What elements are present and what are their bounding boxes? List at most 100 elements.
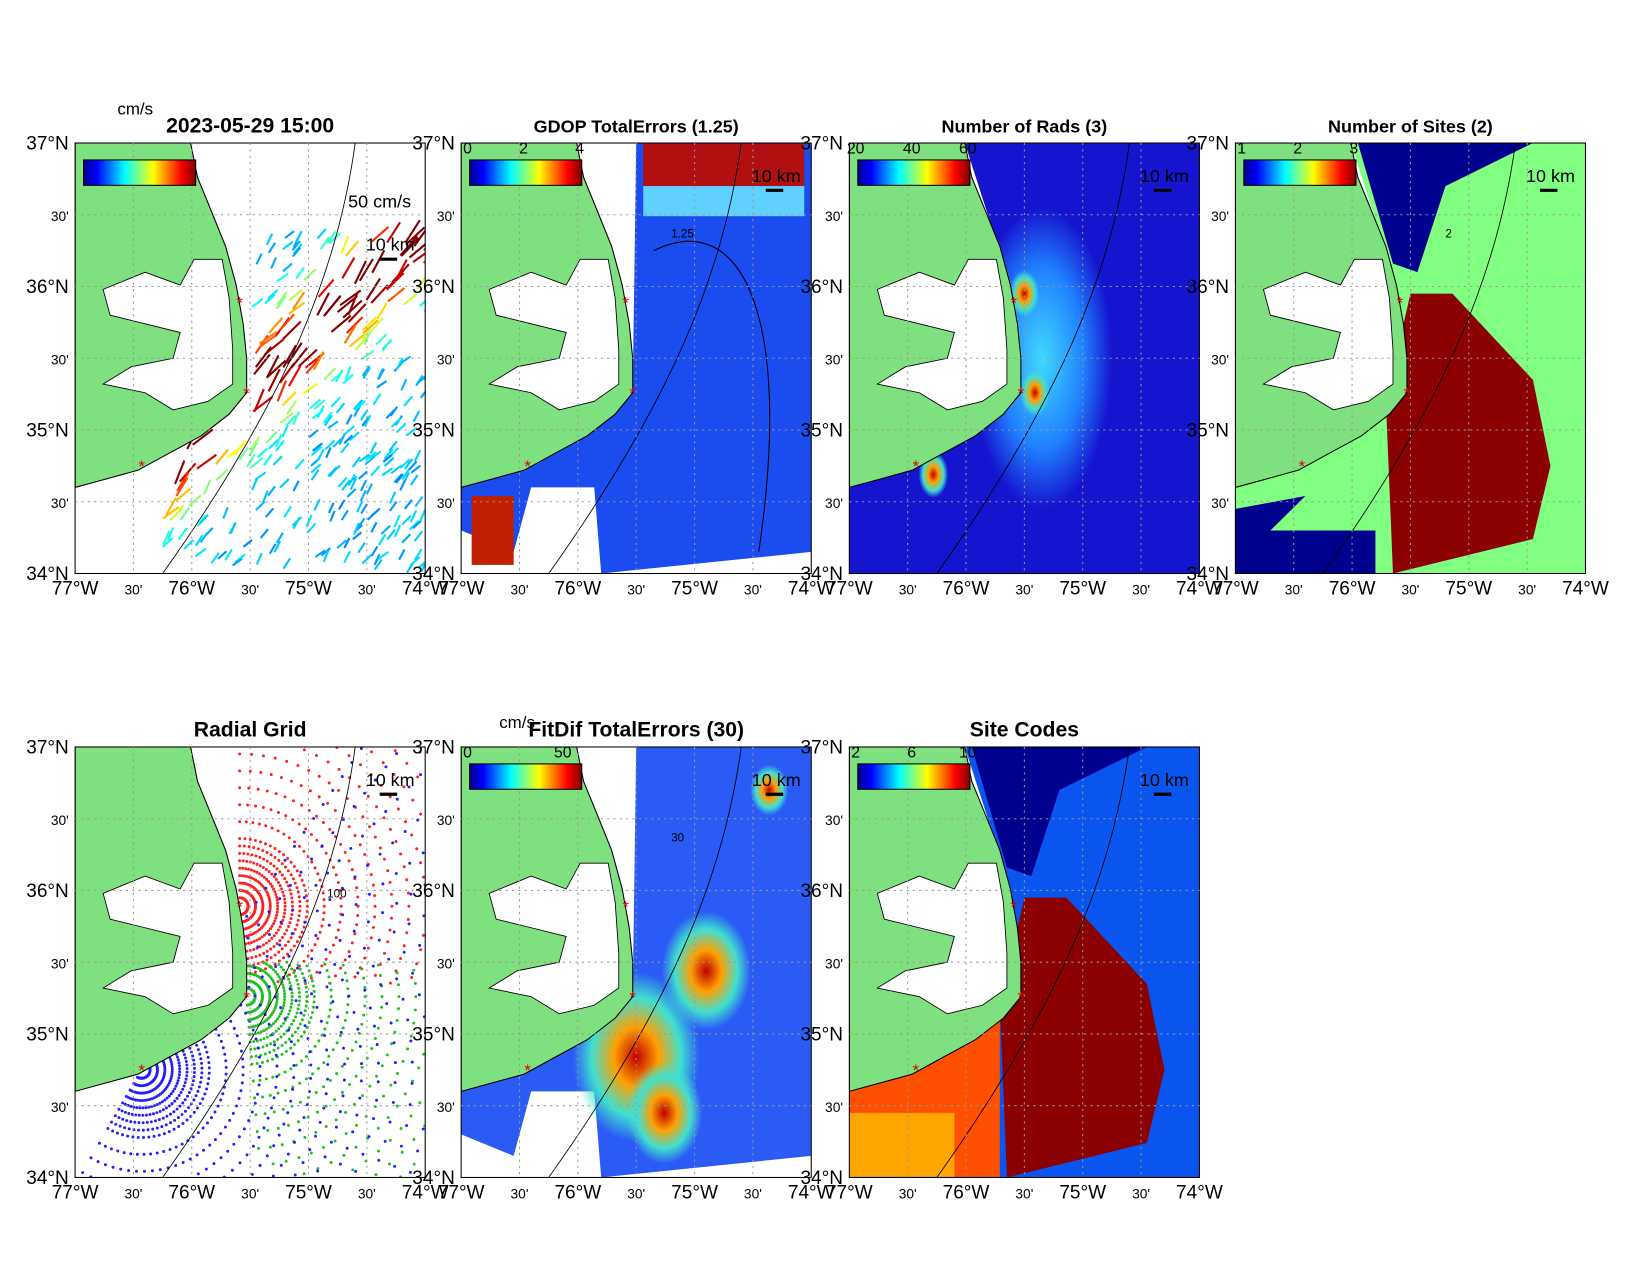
current-vector	[316, 448, 325, 461]
grid-dot	[192, 1098, 196, 1102]
grid-dot	[297, 1003, 301, 1007]
grid-dot	[354, 1145, 358, 1149]
grid-dot	[304, 1004, 308, 1008]
grid-dot	[175, 1107, 179, 1111]
y-tick-label: 30'	[437, 496, 455, 511]
grid-dot	[196, 1048, 200, 1052]
grid-dot	[276, 901, 280, 905]
grid-dot	[291, 1034, 294, 1038]
grid-dot	[289, 1099, 293, 1103]
grid-dot	[369, 873, 373, 877]
grid-dot	[165, 1114, 169, 1118]
grid-dot	[290, 1002, 294, 1006]
grid-dot	[318, 1120, 322, 1124]
grid-dot	[245, 874, 249, 878]
grid-dot	[375, 805, 379, 809]
grid-dot	[279, 1024, 283, 1028]
grid-dot	[277, 1133, 281, 1137]
grid-dot	[287, 977, 291, 981]
grid-dot	[129, 1152, 133, 1156]
grid-dot	[305, 910, 309, 914]
grid-dot	[184, 1056, 188, 1060]
current-vector	[311, 446, 323, 457]
grid-dot	[286, 952, 289, 956]
grid-dot	[320, 844, 324, 848]
grid-dot	[254, 854, 258, 858]
grid-dot	[207, 1066, 211, 1070]
grid-dot	[153, 1119, 157, 1123]
site-marker: *	[913, 1061, 920, 1080]
x-tick-label: 30'	[124, 1187, 142, 1202]
current-vector	[390, 417, 402, 428]
grid-dot	[200, 1061, 204, 1065]
grid-dot	[297, 999, 301, 1003]
grid-dot	[188, 1157, 192, 1161]
scale-bar-label: 10 km	[366, 235, 415, 255]
grid-dot	[305, 964, 309, 968]
current-vector	[413, 449, 422, 462]
colorbar-tick-label: 50	[554, 745, 572, 762]
x-tick-label: 30'	[124, 583, 142, 598]
grid-dot	[325, 1048, 329, 1052]
grid-dot	[338, 1110, 342, 1114]
grid-dot	[371, 964, 375, 968]
grid-dot	[258, 1003, 262, 1007]
grid-dot	[399, 957, 403, 961]
x-tick-label: 30'	[744, 583, 762, 598]
site-marker: *	[1018, 988, 1025, 1007]
grid-dot	[200, 1071, 204, 1075]
grid-dot	[380, 1005, 384, 1009]
grid-dot	[302, 830, 306, 834]
grid-dot	[296, 764, 300, 768]
grid-dot	[256, 945, 260, 949]
grid-dot	[422, 1015, 426, 1019]
grid-dot	[137, 1113, 141, 1117]
grid-dot	[169, 1112, 172, 1116]
current-vector	[328, 232, 341, 245]
grid-dot	[410, 1060, 414, 1064]
grid-dot	[241, 866, 245, 870]
grid-dot	[103, 1163, 107, 1167]
map-area: ***	[849, 143, 1200, 574]
grid-dot	[402, 944, 406, 948]
grid-dot	[160, 1100, 164, 1104]
grid-dot	[389, 916, 393, 920]
grid-dot	[388, 827, 392, 831]
grid-dot	[363, 1004, 367, 1008]
grid-dot	[272, 1022, 276, 1026]
y-tick-label: 30'	[51, 957, 69, 972]
grid-dot	[280, 887, 284, 891]
grid-dot	[312, 989, 316, 993]
current-vector	[264, 507, 275, 518]
x-tick-label: 77°W	[438, 1183, 485, 1204]
grid-dot	[334, 1118, 338, 1122]
x-tick-label: 76°W	[554, 579, 601, 600]
grid-dot	[275, 910, 279, 914]
y-tick-label: 30'	[825, 813, 843, 828]
grid-dot	[250, 1172, 254, 1176]
grid-dot	[254, 1037, 258, 1041]
grid-dot	[395, 752, 399, 756]
current-vector	[311, 409, 324, 420]
current-vector	[326, 230, 337, 244]
current-vector	[323, 294, 342, 317]
grid-dot	[251, 1028, 255, 1032]
grid-dot	[244, 1011, 248, 1015]
grid-dot	[281, 918, 285, 922]
grid-dot	[229, 1019, 233, 1023]
grid-dot	[298, 995, 302, 999]
grid-dot	[335, 1041, 339, 1045]
grid-dot	[340, 1090, 344, 1094]
current-vector	[294, 458, 305, 470]
current-vector	[399, 479, 407, 491]
grid-dot	[177, 1061, 181, 1065]
grid-dot	[224, 1065, 228, 1069]
current-vector	[162, 530, 171, 545]
grid-dot	[178, 1067, 182, 1071]
grid-dot	[247, 786, 251, 790]
grid-dot	[274, 931, 278, 935]
x-tick-label: 30'	[358, 583, 376, 598]
grid-dot	[296, 963, 300, 967]
current-vector	[312, 442, 323, 452]
grid-dot	[255, 862, 259, 866]
